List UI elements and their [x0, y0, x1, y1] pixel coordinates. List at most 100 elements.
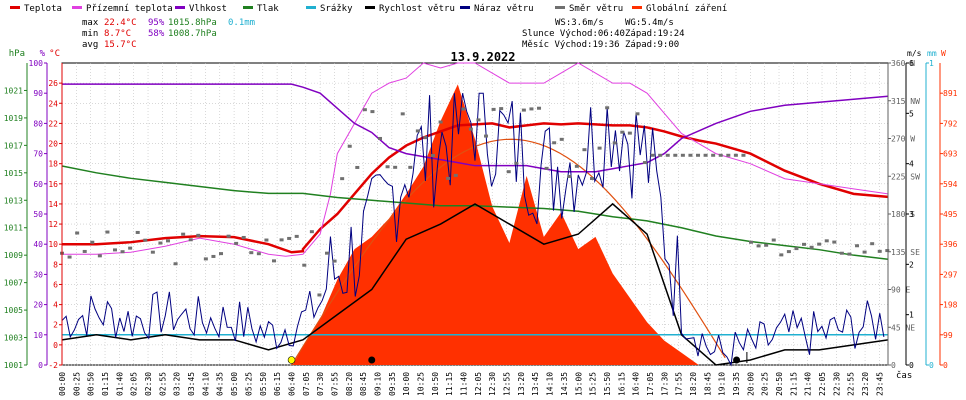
wind-direction-mark [431, 154, 436, 158]
wind-direction-mark [378, 136, 383, 140]
x-tick-label: 22:05 [818, 372, 827, 396]
axis-tick-label: 8 [53, 260, 58, 269]
wind-direction-mark [779, 253, 784, 257]
axis-unit-label: °C [49, 49, 60, 59]
clear-sky-curve [291, 138, 726, 366]
x-tick-label: 13:45 [531, 372, 540, 396]
wind-direction-mark [332, 259, 337, 263]
wind-direction-mark [741, 153, 746, 157]
legend-label: Tlak [257, 4, 279, 14]
wind-direction-mark [226, 234, 231, 238]
wind-direction-mark [703, 153, 708, 157]
legend-label: Rychlost větru [379, 4, 455, 14]
wind-direction-mark [658, 153, 663, 157]
x-tick-label: 00:25 [72, 372, 81, 396]
x-tick-label: 22:30 [832, 372, 841, 396]
clear-sky-line [291, 138, 726, 366]
axis-tick-label: 70 [33, 150, 43, 159]
axis-tick-label: 0 [891, 361, 896, 370]
wind-direction-mark [794, 247, 799, 251]
axis-tick-label: 2 [909, 260, 914, 269]
wind-direction-mark [559, 137, 564, 141]
x-tick-label: 02:55 [158, 372, 167, 396]
wind-direction-mark [847, 252, 852, 256]
axis-unit-label: m/s [907, 49, 922, 58]
wind-direction-mark [256, 252, 261, 256]
wind-direction-mark [696, 153, 701, 157]
legend-swatch [175, 6, 185, 9]
wind-direction-mark [582, 148, 587, 152]
x-tick-label: 10:25 [417, 372, 426, 396]
wind-direction-mark [468, 127, 473, 131]
x-tick-label: 00:00 [58, 372, 67, 396]
legend-swatch [555, 6, 565, 9]
wind-direction-mark [143, 238, 148, 242]
axis-tick-label: 5 [909, 109, 914, 118]
x-tick-label: 07:30 [316, 372, 325, 396]
wind-direction-mark [521, 108, 526, 112]
x-tick-label: 07:55 [330, 372, 339, 396]
wind-direction-mark [635, 112, 640, 116]
x-tick-label: 15:00 [574, 372, 583, 396]
x-tick-label: 09:35 [388, 372, 397, 396]
axis-tick-label: 4 [53, 301, 58, 310]
wind-direction-mark [249, 251, 254, 255]
x-tick-label: 23:20 [861, 372, 870, 396]
legend-swatch [243, 6, 253, 9]
x-tick-label: 23:45 [875, 372, 884, 396]
wind-direction-mark [294, 234, 299, 238]
axis-tick-label: 18 [48, 160, 58, 169]
wind-direction-marks [60, 106, 890, 297]
wind-direction-mark [67, 255, 72, 259]
x-tick-label: 08:20 [345, 372, 354, 396]
sun-moon-markers [287, 352, 748, 364]
moonset-icon [368, 356, 376, 364]
wind-direction-mark [544, 166, 549, 170]
wind-direction-mark [393, 165, 398, 169]
wind-direction-mark [484, 134, 489, 138]
x-tick-label: 01:40 [115, 372, 124, 396]
axis-tick-label: 100 [29, 59, 44, 68]
stat-moon-set: Západ:9:00 [625, 40, 679, 50]
chart-title: 13.9.2022 [450, 50, 515, 64]
wind-direction-mark [135, 230, 140, 234]
x-tick-label: 17:55 [675, 372, 684, 396]
x-tick-label: 22:55 [847, 372, 856, 396]
axis-tick-label: 360 N [891, 59, 915, 68]
axis-tick-label: -2 [48, 361, 58, 370]
axis-tick-label: 1015 [4, 169, 23, 178]
x-tick-label: 20:00 [746, 372, 755, 396]
axis-tick-label: 50 [33, 210, 43, 219]
x-tick-label: 16:15 [617, 372, 626, 396]
legend-label: Přízemní teplota [86, 4, 173, 14]
wind-direction-mark [870, 242, 875, 246]
wind-direction-mark [90, 240, 95, 244]
temperature-line [62, 122, 889, 254]
axis-tick-label: 1 [909, 311, 914, 320]
wind-direction-mark [158, 241, 163, 245]
axis-tick-label: 6 [53, 280, 58, 289]
wind-direction-mark [832, 240, 837, 244]
axis-tick-label: 495 [943, 210, 958, 219]
stat-min-label: min [82, 29, 98, 39]
stat-max-rain: 0.1mm [228, 18, 255, 28]
wind-direction-mark [711, 153, 716, 157]
wind-direction-mark [287, 236, 292, 240]
axis-tick-label: 0 [909, 361, 914, 370]
wind-direction-mark [817, 242, 822, 246]
wind-direction-mark [839, 251, 844, 255]
axis-tick-label: 26 [48, 79, 58, 88]
wind-direction-mark [82, 249, 87, 253]
axis-tick-label: 6 [909, 59, 914, 68]
axis-tick-label: 1005 [4, 306, 23, 315]
wind-direction-mark [749, 240, 754, 244]
axis-tick-label: 16 [48, 180, 58, 189]
wind-direction-mark [188, 238, 193, 242]
solar-area [292, 84, 699, 365]
wind-direction-mark [726, 153, 731, 157]
x-tick-label: 17:05 [646, 372, 655, 396]
x-tick-label: 03:20 [173, 372, 182, 396]
wind-direction-mark [786, 250, 791, 254]
wind-direction-mark [885, 249, 890, 253]
